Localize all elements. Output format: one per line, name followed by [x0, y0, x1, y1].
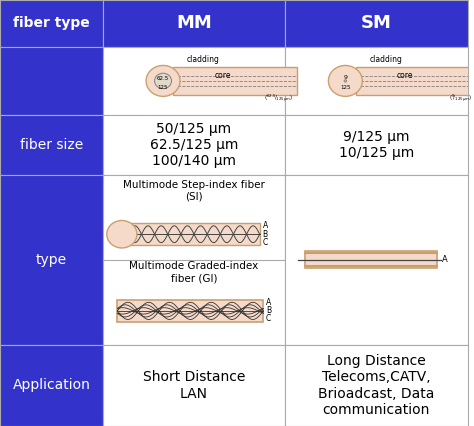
Text: A: A — [266, 298, 271, 307]
FancyBboxPatch shape — [305, 251, 437, 268]
Text: cladding: cladding — [187, 55, 220, 64]
FancyBboxPatch shape — [0, 175, 103, 345]
Circle shape — [344, 80, 346, 82]
Text: core: core — [397, 71, 413, 80]
Text: SM: SM — [361, 14, 392, 32]
FancyBboxPatch shape — [103, 115, 285, 175]
Text: A: A — [442, 255, 448, 264]
Text: 9/125 μm
10/125 μm: 9/125 μm 10/125 μm — [339, 130, 414, 160]
FancyBboxPatch shape — [0, 0, 103, 47]
FancyBboxPatch shape — [0, 115, 103, 175]
FancyBboxPatch shape — [285, 47, 467, 115]
FancyBboxPatch shape — [285, 345, 467, 426]
FancyBboxPatch shape — [0, 47, 103, 115]
Text: C: C — [263, 238, 268, 247]
Text: MM: MM — [176, 14, 212, 32]
Text: ($^{9}\!/_{125\mu m}$): ($^{9}\!/_{125\mu m}$) — [449, 93, 473, 104]
Text: fiber size: fiber size — [20, 138, 83, 152]
Text: fiber type: fiber type — [13, 17, 90, 30]
Circle shape — [146, 66, 180, 96]
FancyBboxPatch shape — [103, 175, 285, 345]
Text: 125: 125 — [340, 85, 351, 90]
Text: C: C — [266, 314, 271, 323]
FancyBboxPatch shape — [173, 66, 297, 95]
FancyBboxPatch shape — [285, 0, 467, 47]
Text: 125: 125 — [158, 85, 168, 90]
Text: Short Distance
LAN: Short Distance LAN — [143, 370, 245, 400]
FancyBboxPatch shape — [128, 223, 260, 245]
Circle shape — [328, 66, 362, 96]
Text: A: A — [263, 222, 268, 230]
FancyBboxPatch shape — [103, 0, 285, 47]
FancyBboxPatch shape — [103, 345, 285, 426]
Text: cladding: cladding — [369, 55, 402, 64]
Text: Multimode Graded-index
fiber (GI): Multimode Graded-index fiber (GI) — [129, 262, 259, 283]
Text: Long Distance
Telecoms,CATV,
Brioadcast, Data
communication: Long Distance Telecoms,CATV, Brioadcast,… — [318, 354, 435, 417]
FancyBboxPatch shape — [0, 345, 103, 426]
Text: Multimode Step-index fiber
(SI): Multimode Step-index fiber (SI) — [123, 180, 265, 201]
Text: ($^{62.5}\!/_{125\mu m}$): ($^{62.5}\!/_{125\mu m}$) — [264, 93, 293, 104]
Text: 9: 9 — [343, 75, 347, 80]
FancyBboxPatch shape — [103, 47, 285, 115]
Text: 62.5: 62.5 — [157, 76, 169, 81]
FancyBboxPatch shape — [285, 175, 467, 345]
Text: core: core — [215, 71, 231, 80]
Text: 50/125 μm
62.5/125 μm
100/140 μm: 50/125 μm 62.5/125 μm 100/140 μm — [150, 121, 238, 168]
FancyBboxPatch shape — [356, 66, 474, 95]
Circle shape — [155, 73, 172, 89]
FancyBboxPatch shape — [118, 300, 263, 322]
Circle shape — [107, 221, 137, 248]
Text: B: B — [266, 306, 271, 315]
Text: Application: Application — [12, 378, 91, 392]
FancyBboxPatch shape — [285, 115, 467, 175]
Text: B: B — [263, 230, 268, 239]
Text: type: type — [36, 253, 67, 267]
